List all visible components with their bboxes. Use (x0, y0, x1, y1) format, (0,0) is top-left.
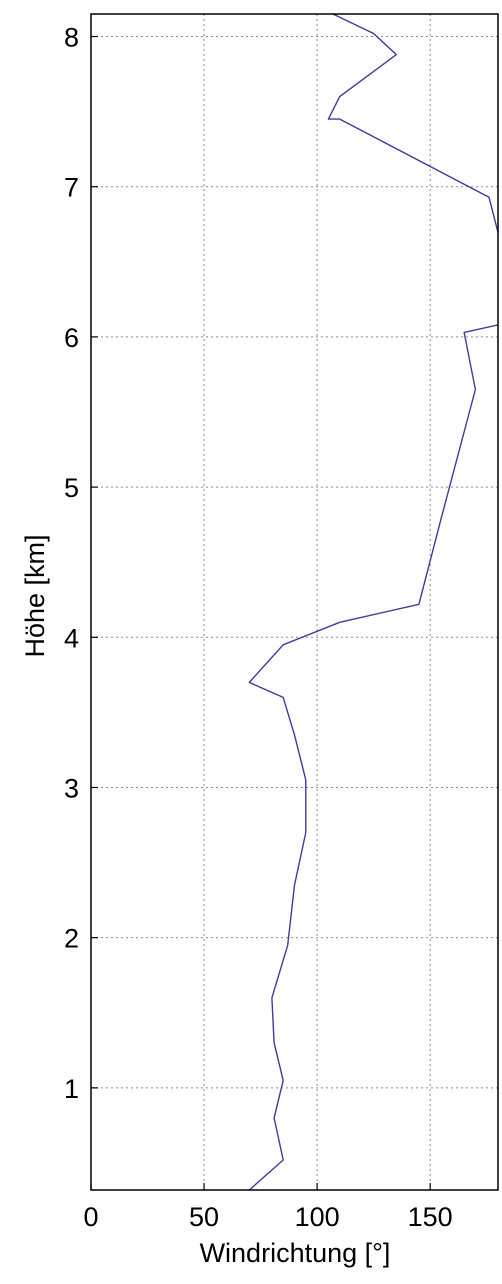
x-tick-label: 0 (83, 1202, 98, 1232)
y-axis-label: Höhe [km] (20, 534, 50, 657)
x-tick-label: 150 (408, 1202, 453, 1232)
y-tick-label: 4 (64, 623, 79, 653)
x-axis-label: Windrichtung [°] (200, 1238, 391, 1268)
series-layer (248, 14, 498, 1190)
y-tick-label: 7 (64, 173, 79, 203)
wind-direction-line (248, 14, 498, 1190)
plot-frame (90, 13, 499, 1191)
grid (91, 14, 498, 1190)
y-tick-label: 6 (64, 323, 79, 353)
y-tick-label: 2 (64, 924, 79, 954)
y-tick-label: 8 (64, 23, 79, 53)
x-tick-label: 100 (295, 1202, 340, 1232)
x-tick-label: 50 (189, 1202, 219, 1232)
y-tick-label: 3 (64, 773, 79, 803)
y-tick-label: 5 (64, 473, 79, 503)
tick-labels: 0 50 100 150 1 2 3 4 5 6 7 8 (64, 23, 453, 1232)
y-tick-label: 1 (64, 1074, 79, 1104)
ticks (90, 35, 431, 1190)
plot-background (91, 14, 498, 1190)
